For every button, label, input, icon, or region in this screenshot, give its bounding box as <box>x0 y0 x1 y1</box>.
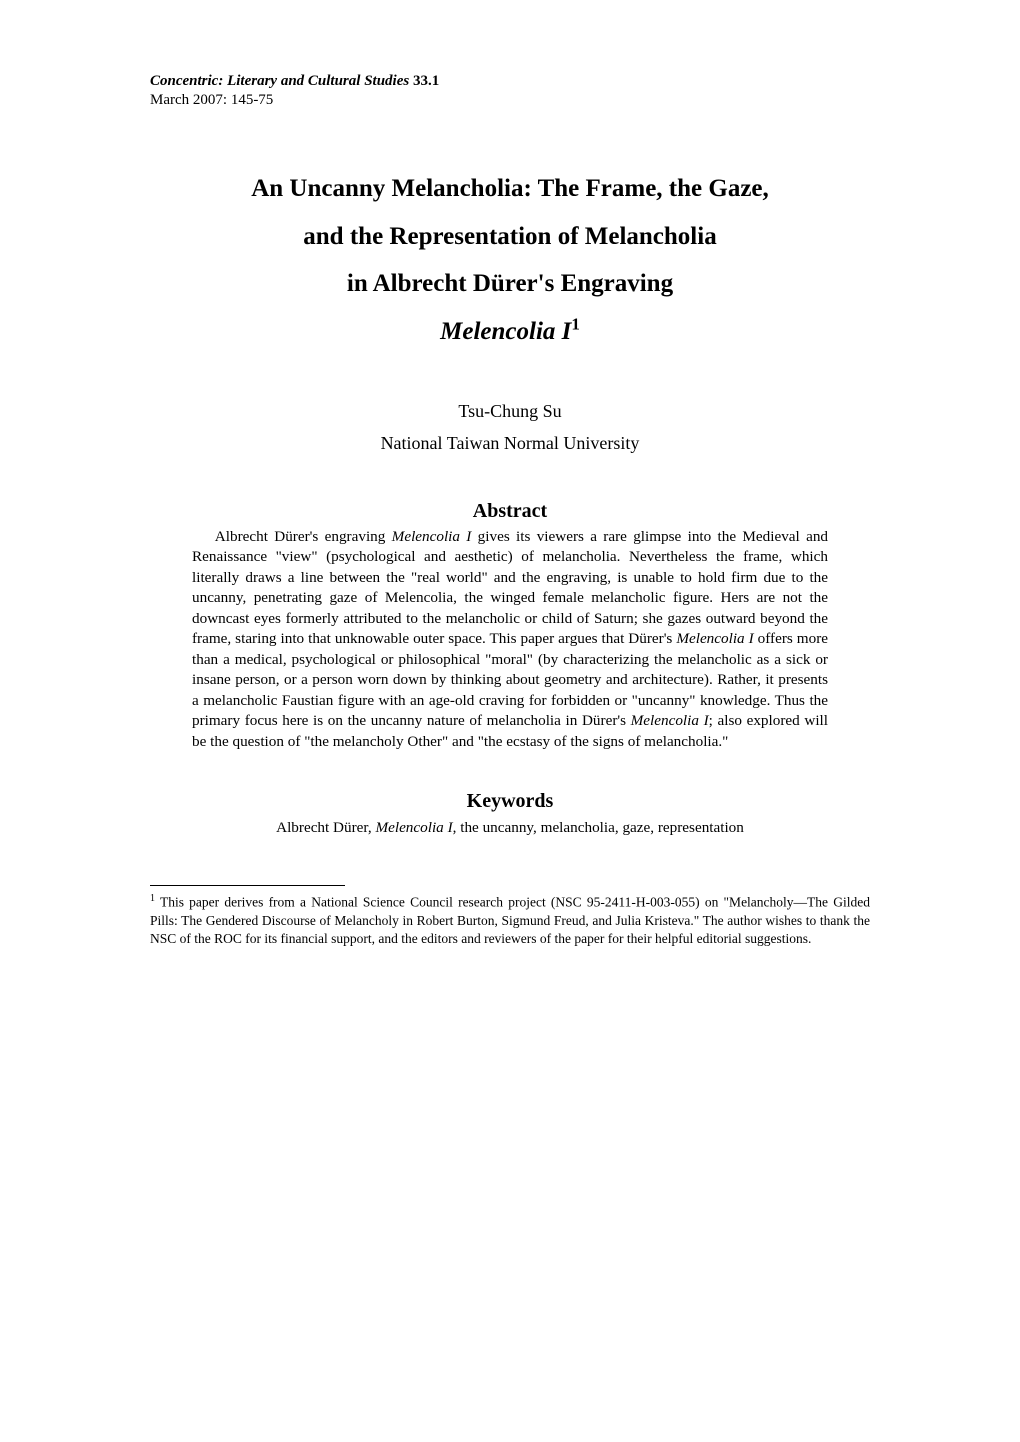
abstract-body: Albrecht Dürer's engraving Melencolia I … <box>150 527 870 753</box>
footnote-text: This paper derives from a National Scien… <box>150 895 870 946</box>
title-footnote-marker: 1 <box>571 314 580 333</box>
title-block: An Uncanny Melancholia: The Frame, the G… <box>150 165 870 355</box>
journal-issue-line: March 2007: 145-75 <box>150 92 870 109</box>
journal-name: Concentric: Literary and Cultural Studie… <box>150 73 409 89</box>
abstract-heading: Abstract <box>150 500 870 523</box>
journal-header: Concentric: Literary and Cultural Studie… <box>150 72 870 109</box>
title-line-2: and the Representation of Melancholia <box>150 213 870 261</box>
title-line-4: Melencolia I1 <box>150 308 870 356</box>
title-italic-work: Melencolia I <box>440 318 571 345</box>
paper-page: Concentric: Literary and Cultural Studie… <box>0 0 1020 1442</box>
author-name: Tsu-Chung Su <box>150 395 870 427</box>
title-line-1: An Uncanny Melancholia: The Frame, the G… <box>150 165 870 213</box>
keywords-line: Albrecht Dürer, Melencolia I, the uncann… <box>150 819 870 837</box>
author-block: Tsu-Chung Su National Taiwan Normal Univ… <box>150 395 870 460</box>
title-line-3: in Albrecht Dürer's Engraving <box>150 260 870 308</box>
footnote-1: 1 This paper derives from a National Sci… <box>150 892 870 947</box>
footnote-rule <box>150 885 345 886</box>
keywords-heading: Keywords <box>150 790 870 813</box>
journal-volume: 33.1 <box>409 73 439 89</box>
author-affiliation: National Taiwan Normal University <box>150 427 870 459</box>
